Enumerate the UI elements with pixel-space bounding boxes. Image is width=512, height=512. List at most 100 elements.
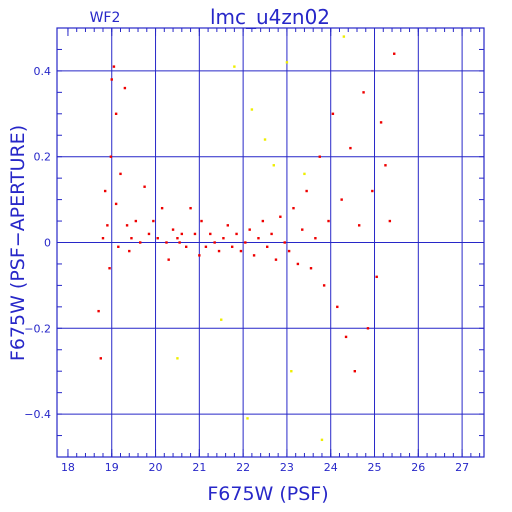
data-point: [384, 164, 387, 167]
y-tick-label: −0.2: [24, 322, 51, 335]
data-point: [99, 357, 102, 360]
data-point: [287, 249, 291, 253]
data-point: [200, 219, 203, 223]
data-point: [301, 228, 304, 231]
data-point: [220, 318, 223, 321]
x-axis-label: F675W (PSF): [207, 483, 328, 505]
data-point: [349, 146, 352, 150]
data-point: [353, 370, 357, 373]
points-layer: [97, 35, 396, 442]
data-point: [322, 284, 326, 287]
data-point: [217, 249, 221, 253]
x-tick-label: 25: [368, 461, 382, 474]
data-point: [279, 215, 282, 218]
data-point: [114, 202, 118, 206]
x-tick-label: 22: [236, 461, 250, 474]
ticks-layer: [57, 27, 484, 458]
data-point: [97, 309, 100, 313]
data-point: [147, 232, 151, 236]
data-point: [213, 241, 216, 244]
data-point: [331, 112, 335, 115]
data-point: [204, 245, 208, 248]
data-point: [336, 305, 339, 309]
data-point: [106, 224, 109, 227]
data-point: [128, 249, 131, 253]
data-point: [290, 370, 293, 373]
data-point: [309, 267, 313, 270]
x-tick-label: 20: [149, 461, 163, 474]
data-point: [270, 232, 273, 236]
data-point: [388, 219, 392, 223]
data-point: [257, 237, 260, 240]
data-point: [171, 228, 175, 231]
data-point: [134, 219, 138, 223]
data-point: [176, 237, 179, 240]
data-point: [342, 35, 346, 38]
data-point: [244, 241, 247, 244]
data-point: [252, 254, 256, 257]
data-point: [119, 172, 122, 176]
y-axis-label: F675W (PSF−APERTURE): [7, 125, 29, 361]
data-point: [189, 206, 192, 210]
data-point: [123, 86, 127, 90]
data-point: [139, 241, 142, 244]
data-point: [303, 172, 306, 176]
data-point: [305, 189, 308, 193]
data-point: [283, 241, 286, 244]
y-tick-label: 0.2: [34, 151, 52, 164]
data-point: [296, 262, 300, 266]
data-point: [226, 224, 229, 227]
chart-subtitle: WF2: [90, 10, 121, 26]
data-point: [117, 245, 120, 248]
x-tick-label: 19: [105, 461, 119, 474]
data-point: [375, 275, 378, 279]
data-point: [176, 357, 179, 360]
x-tick-label: 21: [192, 461, 206, 474]
data-point: [103, 189, 107, 193]
data-point: [167, 258, 170, 261]
y-tick-label: −0.4: [24, 408, 51, 421]
data-point: [109, 155, 113, 158]
data-point: [357, 224, 361, 227]
chart-title: lmc_u4zn02: [210, 5, 330, 29]
x-tick-label: 26: [411, 461, 425, 474]
data-point: [248, 228, 251, 231]
data-point: [318, 155, 321, 158]
data-point: [130, 237, 133, 240]
data-point: [292, 206, 295, 210]
data-point: [209, 232, 212, 236]
data-point: [198, 254, 201, 257]
data-point: [222, 237, 225, 240]
data-point: [320, 438, 324, 442]
data-point: [114, 112, 118, 115]
data-point: [165, 241, 168, 244]
data-point: [235, 232, 238, 236]
data-point: [327, 219, 330, 223]
data-point: [393, 52, 396, 55]
x-tick-label: 27: [455, 461, 469, 474]
data-point: [108, 267, 111, 270]
data-point: [263, 138, 267, 141]
data-point: [110, 78, 113, 81]
data-point: [246, 417, 249, 420]
data-point: [314, 237, 317, 240]
data-point: [156, 237, 159, 240]
data-point: [193, 232, 197, 236]
data-point: [274, 258, 278, 261]
data-point: [239, 249, 243, 253]
data-point: [371, 189, 374, 193]
data-point: [261, 219, 265, 223]
data-point: [160, 206, 164, 210]
y-tick-label: 0: [44, 237, 51, 250]
data-point: [112, 65, 116, 68]
data-point: [152, 219, 155, 223]
data-point: [180, 232, 184, 236]
grid-layer: [57, 28, 484, 457]
data-point: [101, 237, 105, 240]
data-point: [143, 185, 146, 188]
data-point: [362, 91, 365, 94]
x-tick-label: 24: [324, 461, 338, 474]
data-point: [250, 108, 254, 111]
data-point: [178, 241, 181, 244]
